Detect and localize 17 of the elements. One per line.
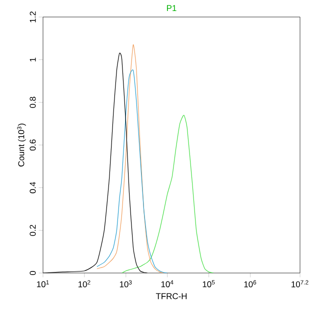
- y-tick-label: 0.2: [30, 224, 36, 236]
- x-tick-label: 10$^{4}$: [161, 280, 174, 288]
- chart-title: P1: [167, 5, 176, 11]
- y-tick-label: 1: [30, 58, 36, 62]
- x-axis-title: TFRC-H: [156, 293, 187, 300]
- x-tick-label: 10$^{7.2}$: [292, 280, 308, 288]
- y-tick-label: 0.8: [30, 96, 36, 108]
- y-tick-label: 0: [30, 270, 36, 276]
- y-tick-label: 0.4: [30, 182, 36, 194]
- y-tick-label: 0.6: [30, 139, 36, 151]
- x-tick-label: 10$^{6}$: [244, 280, 256, 288]
- y-tick-label: 1.2: [30, 12, 36, 22]
- x-tick-label: 10$^{3}$: [120, 280, 132, 288]
- x-tick-label: 10$^{2}$: [78, 280, 90, 288]
- x-tick-label: 10$^{5}$: [202, 280, 215, 288]
- x-tick-label: 10$^{1}$: [37, 280, 49, 288]
- y-axis-title: Count (10$^{3}$): [17, 124, 26, 166]
